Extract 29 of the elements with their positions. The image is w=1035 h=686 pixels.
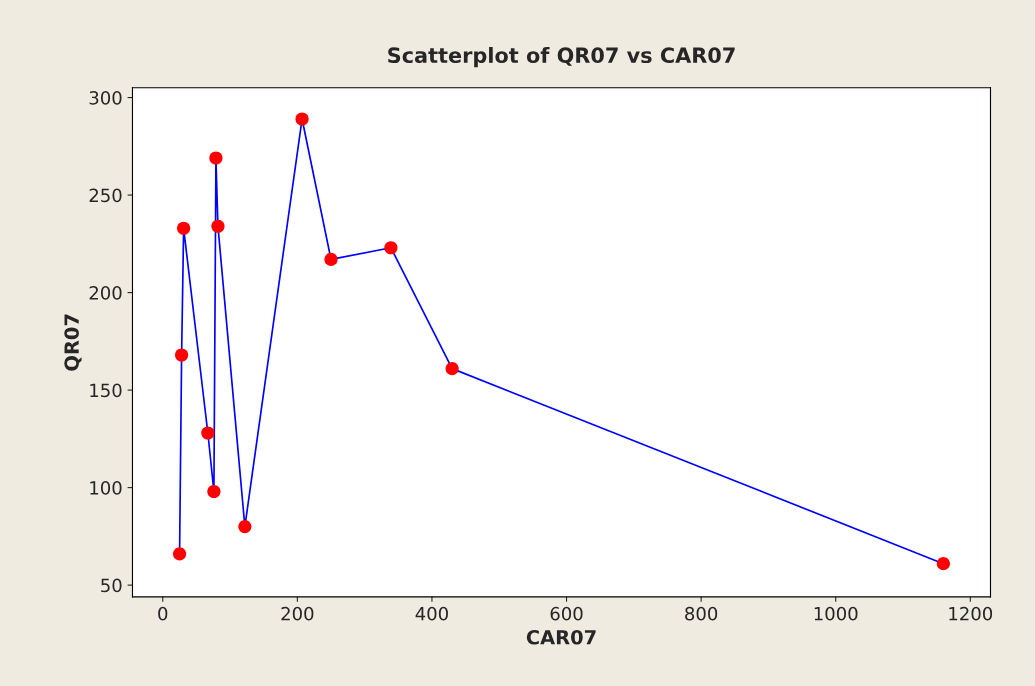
point: [175, 348, 189, 362]
y-tick-label: 250: [89, 188, 122, 203]
point: [201, 426, 215, 440]
point: [936, 557, 950, 571]
y-tick-label: 150: [90, 383, 122, 398]
point: [445, 362, 459, 376]
chart-title: Scatterplot of QR07 vs CAR07: [388, 46, 735, 68]
y-tick-label: 50: [101, 578, 122, 593]
point: [238, 520, 252, 534]
point: [295, 112, 309, 126]
x-tick-label: 1000: [814, 606, 858, 621]
x-tick-label: 600: [550, 606, 583, 621]
point: [207, 484, 221, 499]
point: [211, 219, 225, 233]
x-tick-label: 200: [281, 606, 314, 621]
x-tick-label: 800: [685, 606, 718, 621]
x-axis-title: CAR07: [526, 629, 596, 645]
point: [324, 252, 338, 267]
y-tick-label: 300: [89, 91, 122, 105]
y-axis-title: QR07: [64, 314, 82, 371]
x-tick-label: 400: [415, 606, 448, 621]
point: [177, 221, 191, 235]
point: [173, 547, 187, 561]
y-tick-label: 100: [90, 481, 122, 495]
y-tick-label: 200: [89, 286, 122, 300]
x-tick-label: 1200: [949, 606, 993, 621]
x-tick-label: 0: [158, 606, 168, 621]
point: [384, 241, 398, 255]
point: [209, 151, 223, 165]
